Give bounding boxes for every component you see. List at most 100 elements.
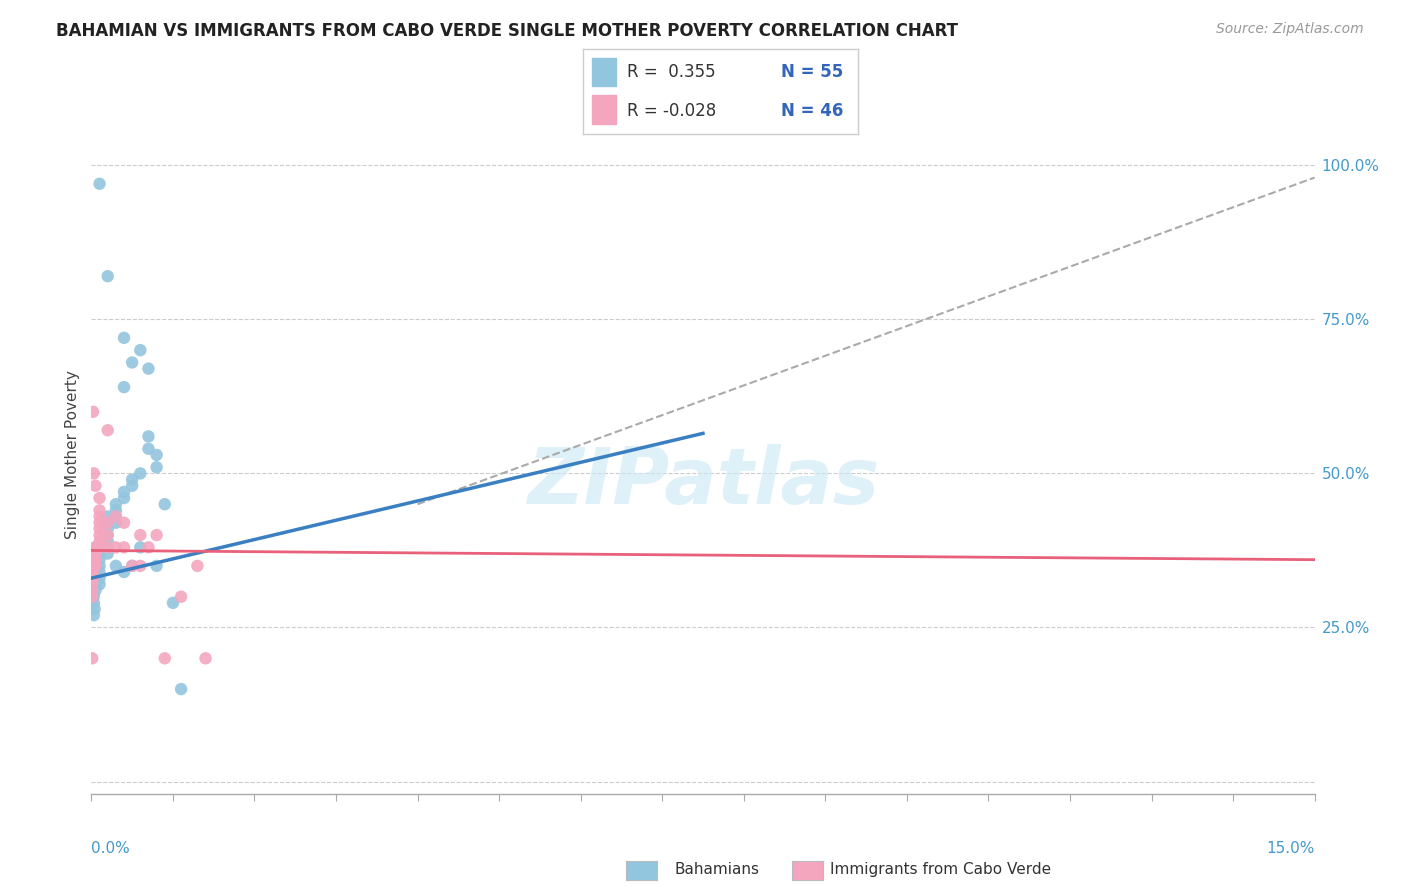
Point bbox=[112, 484, 135, 499]
Point bbox=[104, 541, 127, 555]
Point bbox=[104, 503, 127, 517]
Point bbox=[89, 528, 111, 542]
Point bbox=[89, 571, 111, 585]
Point bbox=[138, 361, 160, 376]
Point bbox=[83, 596, 105, 610]
Point bbox=[83, 602, 105, 616]
Point bbox=[82, 651, 104, 665]
Text: 15.0%: 15.0% bbox=[1267, 841, 1315, 856]
Point bbox=[89, 522, 111, 536]
Bar bbox=[592, 95, 616, 124]
Point bbox=[104, 497, 127, 511]
Point bbox=[84, 577, 107, 591]
Text: Immigrants from Cabo Verde: Immigrants from Cabo Verde bbox=[830, 863, 1050, 877]
Point bbox=[104, 509, 127, 524]
Point bbox=[83, 608, 105, 623]
Point bbox=[194, 651, 217, 665]
Point bbox=[97, 269, 120, 284]
Point bbox=[112, 516, 135, 530]
Point bbox=[97, 509, 120, 524]
Point bbox=[82, 565, 104, 579]
Point bbox=[138, 442, 160, 456]
Point bbox=[97, 528, 120, 542]
Point bbox=[82, 590, 104, 604]
Point bbox=[84, 565, 107, 579]
Point bbox=[121, 558, 143, 573]
Point bbox=[82, 552, 104, 566]
Point bbox=[89, 541, 111, 555]
Point bbox=[112, 491, 135, 505]
Point bbox=[89, 177, 111, 191]
Point bbox=[82, 552, 104, 566]
Point bbox=[82, 558, 104, 573]
Point bbox=[82, 571, 104, 585]
Point bbox=[82, 558, 104, 573]
Point bbox=[104, 509, 127, 524]
Point bbox=[89, 577, 111, 591]
Point bbox=[145, 528, 167, 542]
Point bbox=[84, 541, 107, 555]
Point bbox=[97, 534, 120, 549]
Point bbox=[129, 558, 152, 573]
Point bbox=[89, 491, 111, 505]
Point bbox=[84, 583, 107, 598]
Point bbox=[84, 552, 107, 566]
Point bbox=[82, 565, 104, 579]
Point bbox=[153, 497, 176, 511]
Text: Source: ZipAtlas.com: Source: ZipAtlas.com bbox=[1216, 22, 1364, 37]
Point bbox=[121, 355, 143, 369]
Point bbox=[170, 590, 193, 604]
Point bbox=[84, 541, 107, 555]
Text: R = -0.028: R = -0.028 bbox=[627, 102, 717, 120]
Point bbox=[82, 558, 104, 573]
Point bbox=[112, 380, 135, 394]
Point bbox=[89, 503, 111, 517]
Point bbox=[97, 522, 120, 536]
Point bbox=[170, 682, 193, 697]
Point bbox=[83, 558, 105, 573]
Point bbox=[112, 331, 135, 345]
Point bbox=[129, 467, 152, 481]
Point bbox=[112, 565, 135, 579]
Point bbox=[84, 552, 107, 566]
Point bbox=[162, 596, 184, 610]
Point bbox=[121, 558, 143, 573]
Point bbox=[84, 558, 107, 573]
Point bbox=[104, 558, 127, 573]
Point bbox=[89, 516, 111, 530]
Point bbox=[138, 541, 160, 555]
Point bbox=[83, 590, 105, 604]
Text: N = 55: N = 55 bbox=[780, 63, 844, 81]
Point bbox=[84, 571, 107, 585]
Point bbox=[82, 583, 104, 598]
Text: R =  0.355: R = 0.355 bbox=[627, 63, 716, 81]
Text: BAHAMIAN VS IMMIGRANTS FROM CABO VERDE SINGLE MOTHER POVERTY CORRELATION CHART: BAHAMIAN VS IMMIGRANTS FROM CABO VERDE S… bbox=[56, 22, 959, 40]
Text: N = 46: N = 46 bbox=[780, 102, 844, 120]
Point bbox=[97, 516, 120, 530]
Point bbox=[82, 405, 104, 419]
Point bbox=[112, 541, 135, 555]
Point bbox=[97, 541, 120, 555]
Point bbox=[121, 479, 143, 493]
Point bbox=[97, 528, 120, 542]
Point bbox=[89, 534, 111, 549]
Point bbox=[104, 516, 127, 530]
Point bbox=[84, 558, 107, 573]
Point bbox=[186, 558, 208, 573]
Y-axis label: Single Mother Poverty: Single Mother Poverty bbox=[65, 370, 80, 540]
Point bbox=[129, 343, 152, 358]
Point bbox=[83, 552, 105, 566]
Point bbox=[82, 565, 104, 579]
Point bbox=[89, 547, 111, 561]
Point bbox=[97, 423, 120, 437]
Text: 0.0%: 0.0% bbox=[91, 841, 131, 856]
Point bbox=[145, 460, 167, 475]
Point bbox=[83, 547, 105, 561]
Point bbox=[129, 528, 152, 542]
Point bbox=[97, 547, 120, 561]
Point bbox=[89, 552, 111, 566]
Point bbox=[145, 558, 167, 573]
Point bbox=[84, 479, 107, 493]
Text: ZIPatlas: ZIPatlas bbox=[527, 444, 879, 520]
Point bbox=[82, 571, 104, 585]
